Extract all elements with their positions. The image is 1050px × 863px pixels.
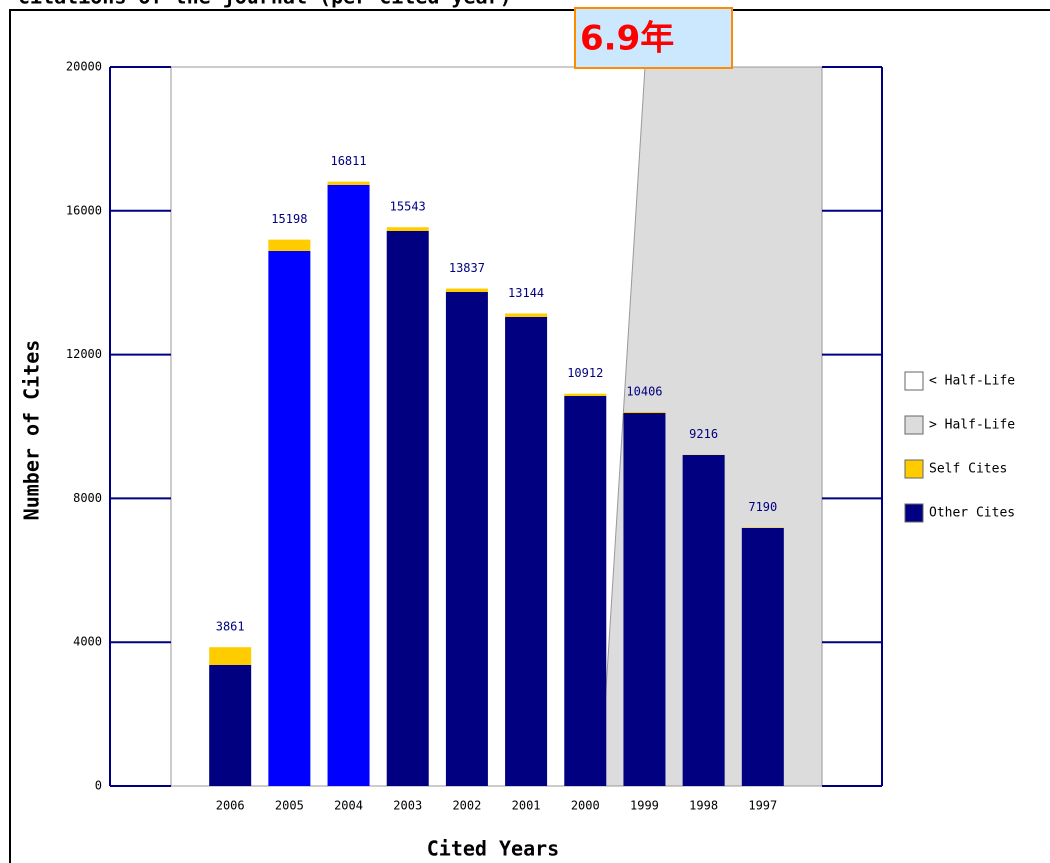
legend-label: Other Cites bbox=[929, 506, 1015, 521]
x-tick-label: 2005 bbox=[275, 799, 304, 813]
x-axis-label: Cited Years bbox=[427, 837, 559, 861]
bar-segment bbox=[623, 413, 666, 786]
total-label: 16811 bbox=[330, 154, 366, 168]
legend-label: > Half-Life bbox=[929, 418, 1015, 433]
x-tick-label: 2003 bbox=[393, 799, 422, 813]
x-tick-label: 2004 bbox=[334, 799, 363, 813]
y-tick-label: 16000 bbox=[66, 203, 102, 217]
chart-title: citations of the journal (per cited year… bbox=[18, 0, 512, 9]
total-label: 10912 bbox=[567, 366, 603, 380]
y-tick-label: 20000 bbox=[66, 60, 102, 74]
x-tick-label: 2006 bbox=[216, 799, 245, 813]
legend-label: Self Cites bbox=[929, 462, 1007, 477]
legend-label: < Half-Life bbox=[929, 374, 1015, 389]
legend-swatch bbox=[904, 459, 924, 479]
bar-segment bbox=[623, 411, 666, 414]
bar-segment bbox=[327, 184, 370, 786]
total-label: 15198 bbox=[271, 212, 307, 226]
x-tick-label: 1999 bbox=[630, 799, 659, 813]
x-tick-label: 1997 bbox=[748, 799, 777, 813]
bar-segment bbox=[268, 239, 311, 251]
annotation-box bbox=[574, 7, 733, 69]
annotation: 6.9年 bbox=[580, 19, 674, 59]
legend-swatch bbox=[904, 371, 924, 391]
bar-segment bbox=[209, 647, 252, 665]
x-tick-label: 2002 bbox=[452, 799, 481, 813]
bar-segment bbox=[445, 288, 488, 293]
bar-segment bbox=[268, 250, 311, 787]
total-label: 7190 bbox=[748, 500, 777, 514]
bar-segment bbox=[505, 313, 548, 317]
total-label: 3861 bbox=[216, 620, 245, 634]
bar-segment bbox=[741, 527, 784, 786]
y-tick-label: 12000 bbox=[66, 347, 102, 361]
bar-segment bbox=[564, 393, 607, 397]
legend-swatch bbox=[904, 503, 924, 523]
total-label: 10406 bbox=[626, 384, 662, 398]
y-tick-label: 8000 bbox=[73, 491, 102, 505]
total-label: 15543 bbox=[390, 200, 426, 214]
y-tick-label: 4000 bbox=[73, 635, 102, 649]
x-tick-label: 2000 bbox=[571, 799, 600, 813]
bar-segment bbox=[209, 664, 252, 786]
bar-segment bbox=[386, 231, 429, 786]
total-label: 9216 bbox=[689, 427, 718, 441]
total-label: 13837 bbox=[449, 261, 485, 275]
y-tick-label: 0 bbox=[95, 779, 102, 793]
bar-segment bbox=[505, 316, 548, 786]
y-axis-label: Number of Cites bbox=[20, 340, 44, 521]
bar-segment bbox=[682, 455, 725, 786]
bar-segment bbox=[327, 181, 370, 185]
x-tick-label: 2001 bbox=[512, 799, 541, 813]
bar-segment bbox=[445, 292, 488, 786]
bar-segment bbox=[386, 227, 429, 232]
total-label: 13144 bbox=[508, 286, 544, 300]
bar-segment bbox=[564, 396, 607, 786]
x-tick-label: 1998 bbox=[689, 799, 718, 813]
legend-swatch bbox=[904, 415, 924, 435]
